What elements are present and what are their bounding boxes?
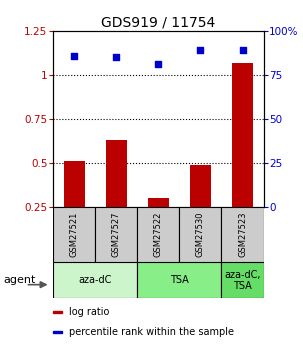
Bar (232, 63, 253, 207)
Point (114, 55, 119, 60)
Text: agent: agent (3, 275, 35, 285)
Text: aza-dC: aza-dC (78, 275, 112, 285)
Bar (53, 311, 62, 313)
Text: GSM27521: GSM27521 (70, 212, 78, 257)
Title: GDS919 / 11754: GDS919 / 11754 (101, 16, 215, 30)
Point (240, 48, 245, 53)
Text: TSA: TSA (170, 275, 189, 285)
Bar (221, 262, 264, 298)
Bar (95, 207, 137, 262)
Bar (64, 161, 85, 207)
Bar (53, 262, 137, 298)
Text: GSM27523: GSM27523 (238, 212, 247, 257)
Bar (53, 331, 62, 333)
Bar (53, 207, 95, 262)
Text: log ratio: log ratio (69, 307, 109, 317)
Text: percentile rank within the sample: percentile rank within the sample (69, 327, 234, 337)
Bar (148, 198, 169, 207)
Point (156, 62, 161, 67)
Point (198, 48, 203, 53)
Bar (190, 165, 211, 207)
Text: GSM27530: GSM27530 (196, 212, 205, 257)
Text: aza-dC,
TSA: aza-dC, TSA (224, 269, 261, 291)
Text: GSM27527: GSM27527 (112, 212, 121, 257)
Point (72, 53, 76, 58)
Bar (137, 207, 179, 262)
Bar (137, 262, 221, 298)
Bar (106, 140, 127, 207)
Text: GSM27522: GSM27522 (154, 212, 163, 257)
Bar (179, 207, 221, 262)
Bar (221, 207, 264, 262)
